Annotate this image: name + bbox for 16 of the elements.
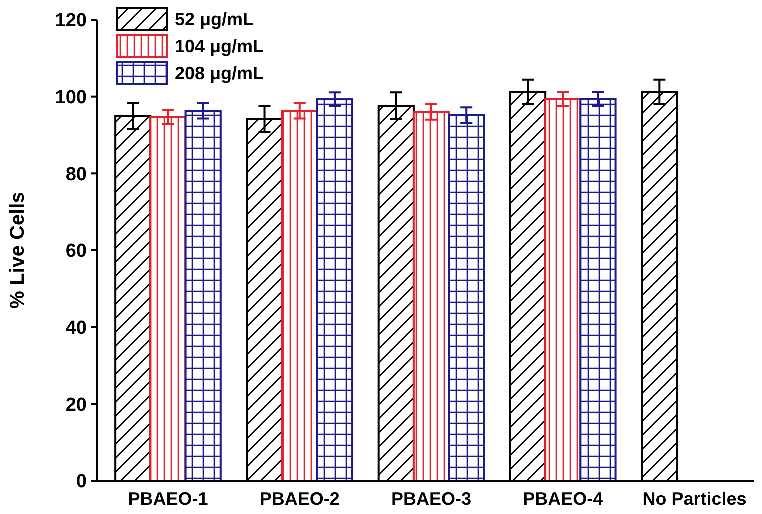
y-tick-label: 100: [55, 87, 87, 108]
x-tick-label: PBAEO-2: [260, 489, 340, 509]
legend-label: 208 μg/mL: [175, 63, 264, 84]
y-tick-label: 0: [76, 472, 87, 493]
legend-label: 104 μg/mL: [175, 36, 264, 56]
y-tick-label: 60: [66, 241, 87, 262]
x-tick-label: PBAEO-4: [523, 489, 604, 509]
y-axis-title: % Live Cells: [7, 192, 29, 309]
y-tick-label: 20: [66, 394, 87, 416]
y-tick-label: 40: [66, 318, 87, 339]
legend-label: 52 μg/mL: [175, 9, 254, 30]
y-tick-label: 120: [55, 10, 87, 32]
y-tick-label: 80: [66, 164, 87, 186]
x-tick-label: PBAEO-3: [391, 489, 472, 509]
x-tick-label: No Particles: [642, 489, 747, 509]
x-tick-label: PBAEO-1: [128, 489, 208, 509]
